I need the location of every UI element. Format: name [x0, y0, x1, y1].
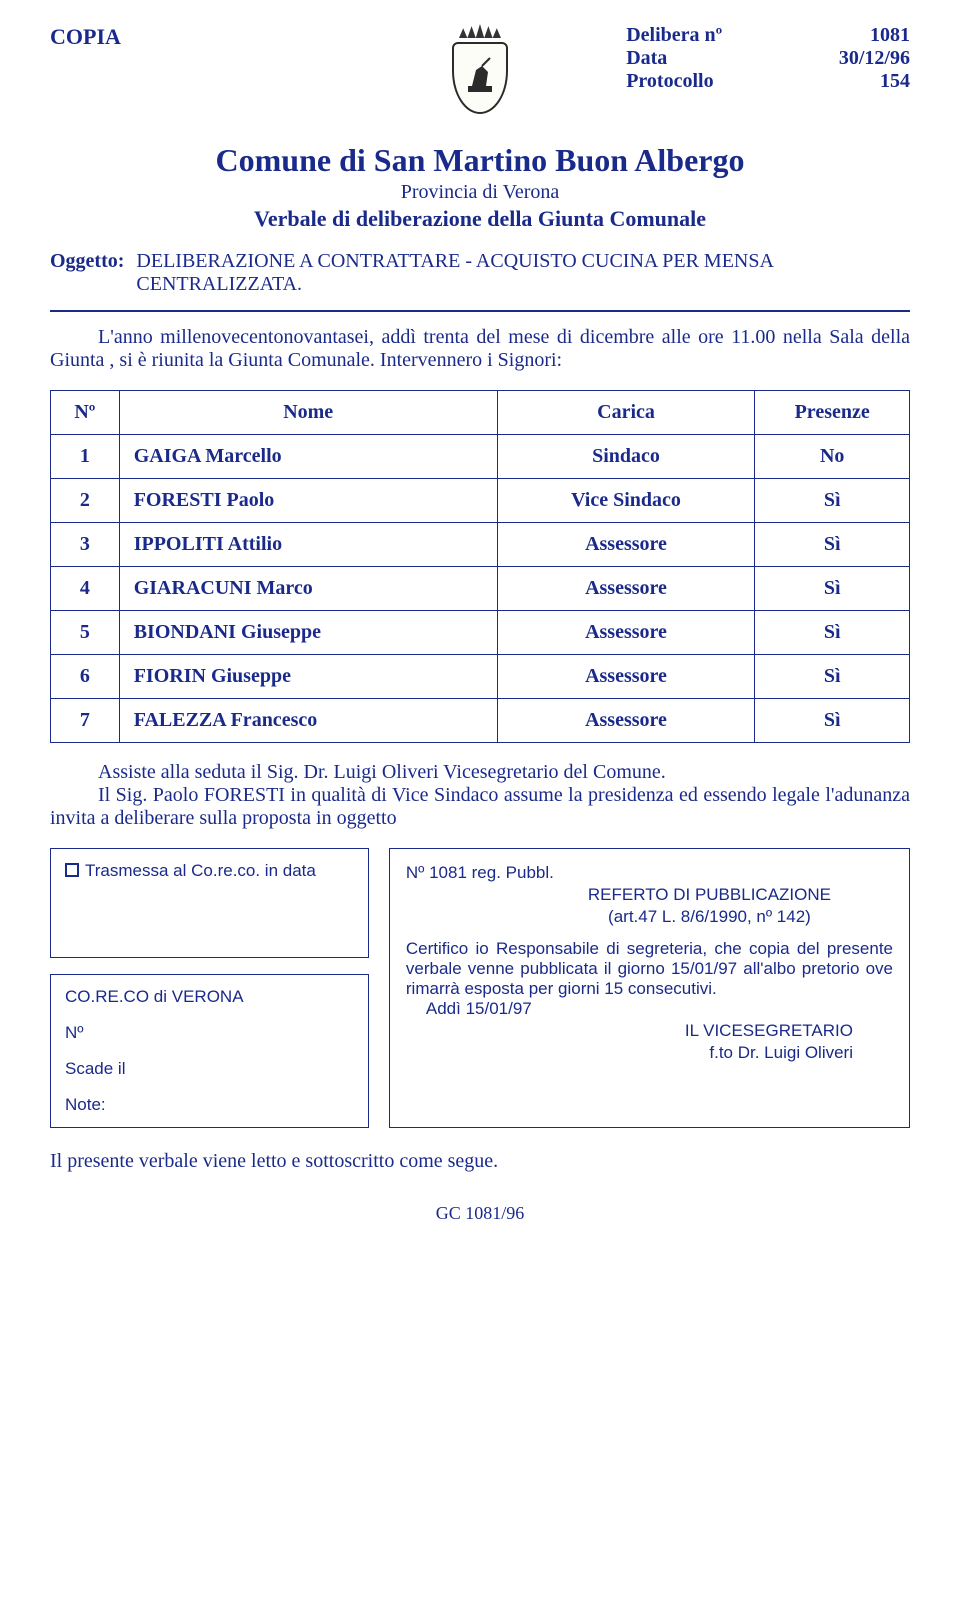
cell-n: 3	[51, 523, 120, 567]
cell-n: 1	[51, 435, 120, 479]
referto-addi: Addì 15/01/97	[406, 999, 893, 1019]
data-label: Data	[626, 47, 667, 70]
delibera-label: Delibera nº	[626, 24, 722, 47]
delibera-value: 1081	[870, 24, 910, 47]
cell-nome: BIONDANI Giuseppe	[119, 611, 497, 655]
cell-presenze: Sì	[755, 655, 910, 699]
table-row: 7FALEZZA FrancescoAssessoreSì	[51, 699, 910, 743]
header-row: COPIA Delibera nº 1081 Data 30/12/96 Proto…	[50, 24, 910, 114]
coreco-line3: Scade il	[65, 1059, 354, 1079]
table-header-row: Nº Nome Carica Presenze	[51, 391, 910, 435]
cell-carica: Assessore	[497, 523, 755, 567]
cell-nome: FORESTI Paolo	[119, 479, 497, 523]
oggetto-text: DELIBERAZIONE A CONTRATTARE - ACQUISTO C…	[136, 250, 910, 296]
subtitle-verbale: Verbale di deliberazione della Giunta Co…	[50, 206, 910, 232]
box-referto: Nº 1081 reg. Pubbl. REFERTO DI PUBBLICAZ…	[389, 848, 910, 1128]
referto-sig-role: IL VICESEGRETARIO	[406, 1021, 893, 1041]
cell-carica: Assessore	[497, 655, 755, 699]
knight-icon	[462, 56, 498, 100]
coreco-line2: Nº	[65, 1023, 354, 1043]
checkbox-icon	[65, 863, 79, 877]
th-n: Nº	[51, 391, 120, 435]
subtitle-provincia: Provincia di Verona	[50, 181, 910, 204]
cell-presenze: No	[755, 435, 910, 479]
cell-presenze: Sì	[755, 699, 910, 743]
cell-carica: Assessore	[497, 567, 755, 611]
page-foot: GC 1081/96	[50, 1203, 910, 1224]
cell-carica: Vice Sindaco	[497, 479, 755, 523]
trasmessa-text: Trasmessa al Co.re.co. in data	[85, 861, 316, 880]
referto-title: REFERTO DI PUBBLICAZIONE	[406, 885, 893, 905]
referto-reg: Nº 1081 reg. Pubbl.	[406, 863, 893, 883]
oggetto-block: Oggetto: DELIBERAZIONE A CONTRATTARE - A…	[50, 250, 910, 296]
table-row: 3IPPOLITI AttilioAssessoreSì	[51, 523, 910, 567]
left-boxes: Trasmessa al Co.re.co. in data CO.RE.CO …	[50, 848, 369, 1128]
cell-presenze: Sì	[755, 523, 910, 567]
boxes-row: Trasmessa al Co.re.co. in data CO.RE.CO …	[50, 848, 910, 1128]
table-row: 6FIORIN GiuseppeAssessoreSì	[51, 655, 910, 699]
page-title: Comune di San Martino Buon Albergo	[50, 142, 910, 179]
cell-presenze: Sì	[755, 479, 910, 523]
referto-body: Certifico io Responsabile di segreteria,…	[406, 939, 893, 999]
th-presenze: Presenze	[755, 391, 910, 435]
cell-nome: IPPOLITI Attilio	[119, 523, 497, 567]
preamble-content: L'anno millenovecentonovantasei, addì tr…	[50, 326, 910, 371]
municipal-logo	[452, 24, 508, 114]
footer-line: Il presente verbale viene letto e sottos…	[50, 1150, 910, 1173]
th-carica: Carica	[497, 391, 755, 435]
presenze-table: Nº Nome Carica Presenze 1GAIGA MarcelloS…	[50, 390, 910, 743]
table-row: 5BIONDANI GiuseppeAssessoreSì	[51, 611, 910, 655]
cell-n: 6	[51, 655, 120, 699]
logo-column	[334, 24, 626, 114]
th-nome: Nome	[119, 391, 497, 435]
cell-carica: Assessore	[497, 699, 755, 743]
coreco-line4: Note:	[65, 1095, 354, 1115]
referto-ref: (art.47 L. 8/6/1990, nº 142)	[406, 907, 893, 927]
doc-info: Delibera nº 1081 Data 30/12/96 Protocollo 1…	[626, 24, 910, 93]
cell-presenze: Sì	[755, 611, 910, 655]
table-row: 1GAIGA MarcelloSindacoNo	[51, 435, 910, 479]
box-coreco: CO.RE.CO di VERONA Nº Scade il Note:	[50, 974, 369, 1128]
data-value: 30/12/96	[839, 47, 910, 70]
table-row: 2FORESTI PaoloVice SindacoSì	[51, 479, 910, 523]
cell-nome: FALEZZA Francesco	[119, 699, 497, 743]
cell-n: 4	[51, 567, 120, 611]
crown-icon	[459, 24, 501, 38]
protocollo-label: Protocollo	[626, 70, 713, 93]
cell-n: 7	[51, 699, 120, 743]
crest-icon	[452, 42, 508, 114]
post-line1: Assiste alla seduta il Sig. Dr. Luigi Ol…	[98, 761, 666, 783]
divider	[50, 310, 910, 312]
referto-sig-name: f.to Dr. Luigi Oliveri	[406, 1043, 893, 1063]
cell-n: 5	[51, 611, 120, 655]
cell-nome: GIARACUNI Marco	[119, 567, 497, 611]
preamble-text: L'anno millenovecentonovantasei, addì tr…	[50, 326, 910, 372]
copia-label: COPIA	[50, 24, 334, 50]
cell-nome: FIORIN Giuseppe	[119, 655, 497, 699]
cell-n: 2	[51, 479, 120, 523]
cell-carica: Assessore	[497, 611, 755, 655]
post-line2: Il Sig. Paolo FORESTI in qualità di Vice…	[50, 784, 910, 829]
box-trasmessa: Trasmessa al Co.re.co. in data	[50, 848, 369, 958]
protocollo-value: 154	[880, 70, 910, 93]
coreco-line1: CO.RE.CO di VERONA	[65, 987, 354, 1007]
cell-presenze: Sì	[755, 567, 910, 611]
cell-carica: Sindaco	[497, 435, 755, 479]
table-row: 4GIARACUNI MarcoAssessoreSì	[51, 567, 910, 611]
post-text: Assiste alla seduta il Sig. Dr. Luigi Ol…	[50, 761, 910, 830]
cell-nome: GAIGA Marcello	[119, 435, 497, 479]
oggetto-label: Oggetto:	[50, 250, 124, 296]
